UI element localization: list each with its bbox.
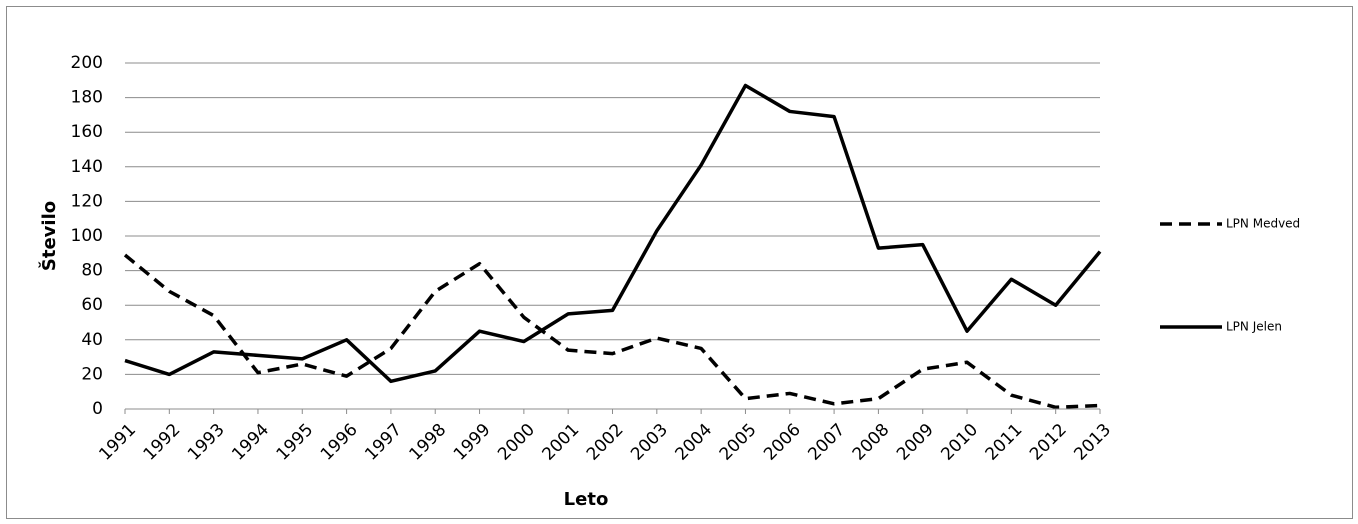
y-tick-label: 0 xyxy=(92,399,103,419)
y-tick-label: 100 xyxy=(71,226,103,246)
legend-label: LPN Jelen xyxy=(1226,320,1282,334)
series-line xyxy=(124,83,1102,384)
chart-frame xyxy=(6,6,1353,519)
y-tick-label: 20 xyxy=(81,364,103,384)
y-tick-label: 120 xyxy=(71,191,103,211)
legend-label: LPN Medved xyxy=(1226,217,1300,231)
series-line xyxy=(123,253,1101,410)
x-axis-label: Leto xyxy=(564,489,609,510)
y-tick-label: 180 xyxy=(71,88,103,108)
y-tick-label: 80 xyxy=(81,261,103,281)
y-tick-label: 160 xyxy=(71,122,103,142)
y-tick-label: 140 xyxy=(71,157,103,177)
y-tick-label: 60 xyxy=(81,295,103,315)
y-axis-label: Število xyxy=(38,201,60,271)
y-tick-label: 200 xyxy=(71,53,103,73)
y-tick-label: 40 xyxy=(81,330,103,350)
